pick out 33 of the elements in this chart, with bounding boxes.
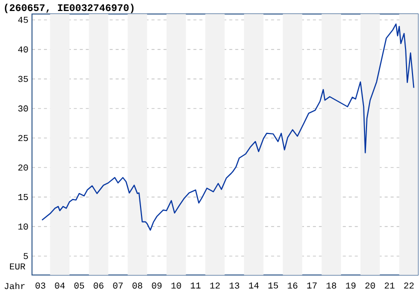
line-series: [41, 23, 414, 231]
x-tick-label: 10: [171, 282, 182, 289]
x-tick-label: 08: [132, 282, 142, 289]
y-tick-label: 35: [18, 76, 28, 82]
x-tick-label: 09: [152, 282, 162, 289]
x-tick-label: 04: [54, 282, 65, 289]
x-tick-label: 12: [210, 282, 220, 289]
x-tick-label: 05: [74, 282, 84, 289]
y-tick-label: 45: [18, 16, 28, 23]
y-axis-title: EUR: [10, 263, 26, 270]
x-tick-label: 16: [288, 282, 298, 289]
x-tick-label: 20: [365, 282, 375, 289]
x-tick-label: 22: [404, 282, 414, 289]
y-tick-label: 40: [18, 46, 28, 52]
y-tick-label: 5: [24, 253, 28, 260]
x-tick-label: 17: [307, 282, 317, 288]
x-tick-label: 11: [190, 282, 201, 288]
y-tick-label: 15: [18, 194, 28, 200]
y-tick-label: 30: [18, 105, 28, 112]
x-axis-title: Jahr: [4, 282, 25, 290]
x-tick-label: 13: [230, 282, 240, 289]
y-tick-label: 10: [18, 224, 28, 230]
y-tick-label: 20: [18, 164, 28, 171]
x-tick-label: 15: [268, 282, 278, 289]
y-tick-label: 25: [18, 134, 28, 142]
x-tick-label: 07: [113, 282, 123, 289]
x-tick-label: 18: [326, 282, 336, 289]
x-tick-label: 06: [94, 282, 104, 289]
chart-title: (260657, IE0032746970): [4, 4, 134, 14]
x-tick-label: 21: [384, 282, 394, 289]
x-tick-label: 14: [249, 282, 259, 288]
x-tick-label: 19: [346, 282, 356, 289]
x-tick-label: 03: [36, 282, 46, 289]
